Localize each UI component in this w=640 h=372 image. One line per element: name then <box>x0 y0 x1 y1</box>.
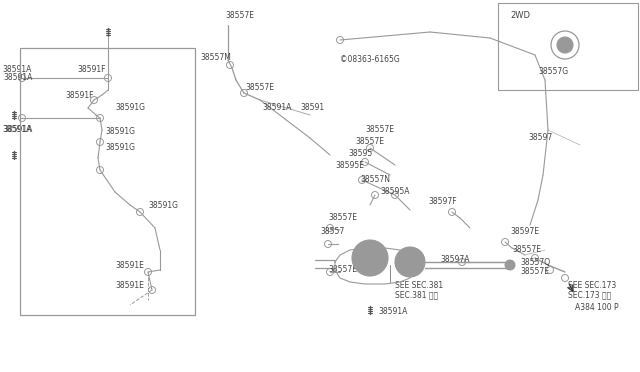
Circle shape <box>402 254 418 270</box>
Text: SEC.381 参照: SEC.381 参照 <box>395 291 438 299</box>
Text: 38557N: 38557N <box>360 176 390 185</box>
Text: 38591A: 38591A <box>262 103 291 112</box>
Text: 38597: 38597 <box>528 134 552 142</box>
Circle shape <box>557 37 573 53</box>
Circle shape <box>360 248 380 268</box>
Text: 38591A: 38591A <box>2 125 31 135</box>
Circle shape <box>505 260 515 270</box>
Text: 38557E: 38557E <box>365 125 394 135</box>
Text: 38557Q: 38557Q <box>520 257 550 266</box>
Text: 38591A: 38591A <box>378 308 408 317</box>
Bar <box>498 3 638 90</box>
Text: SEC.173 参照: SEC.173 参照 <box>568 291 611 299</box>
Text: 2WD: 2WD <box>510 10 530 19</box>
Text: 38591A: 38591A <box>2 65 31 74</box>
Text: 38557E: 38557E <box>355 138 384 147</box>
Text: 38557E: 38557E <box>225 12 254 20</box>
Text: 38591A: 38591A <box>3 74 33 83</box>
Text: 38591F: 38591F <box>77 65 106 74</box>
Text: 38591G: 38591G <box>105 128 135 137</box>
Text: 38597F: 38597F <box>428 198 456 206</box>
Text: 38591G: 38591G <box>148 201 178 209</box>
Text: 38597A: 38597A <box>440 256 470 264</box>
Text: 38557E: 38557E <box>512 246 541 254</box>
Text: 38591E: 38591E <box>115 260 144 269</box>
Circle shape <box>395 247 425 277</box>
Text: 38591G: 38591G <box>115 103 145 112</box>
Text: 38557M: 38557M <box>200 54 231 62</box>
Text: 38557E: 38557E <box>328 266 357 275</box>
Text: 38597E: 38597E <box>510 228 539 237</box>
Text: 38557: 38557 <box>320 228 344 237</box>
Text: 38557E: 38557E <box>328 214 357 222</box>
Text: 38591F: 38591F <box>65 90 93 99</box>
Bar <box>20 48 195 315</box>
Text: SEE SEC.381: SEE SEC.381 <box>395 280 443 289</box>
Text: 38595E: 38595E <box>335 160 364 170</box>
Text: A384 100 P: A384 100 P <box>575 304 619 312</box>
Text: 38557G: 38557G <box>538 67 568 77</box>
Text: 38591: 38591 <box>300 103 324 112</box>
Text: 38595A: 38595A <box>380 187 410 196</box>
Text: ©08363-6165G: ©08363-6165G <box>340 55 400 64</box>
Text: 38591G: 38591G <box>105 144 135 153</box>
Text: 38557E: 38557E <box>520 267 549 276</box>
Text: 38557E: 38557E <box>245 83 274 93</box>
Text: 38591A: 38591A <box>3 125 33 135</box>
Text: 38595: 38595 <box>348 148 372 157</box>
Text: SEE SEC.173: SEE SEC.173 <box>568 280 616 289</box>
Text: 38591E: 38591E <box>115 280 144 289</box>
Circle shape <box>352 240 388 276</box>
